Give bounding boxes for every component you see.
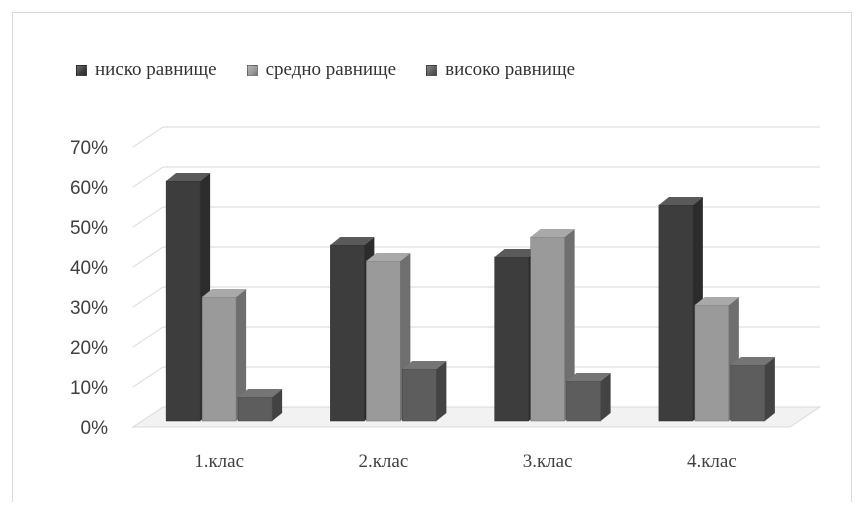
y-tick-label: 0% <box>81 418 109 439</box>
bar-top <box>530 229 575 237</box>
legend-label: ниско равнище <box>95 59 217 80</box>
y-tick-label: 70% <box>70 138 108 159</box>
legend-item: ниско равнище <box>76 59 217 81</box>
bar-top <box>494 249 539 257</box>
bars <box>165 173 775 422</box>
bar-front <box>366 260 401 422</box>
bar-top <box>566 373 611 381</box>
bar-front <box>201 296 237 422</box>
legend-swatch <box>76 64 87 76</box>
bar <box>730 357 775 422</box>
gridline-side <box>132 326 164 348</box>
bar <box>366 253 411 422</box>
bar-top <box>166 173 211 181</box>
bar <box>402 361 447 422</box>
bar-top <box>238 389 283 397</box>
y-tick-label: 20% <box>70 338 108 359</box>
bar-top <box>202 289 247 297</box>
bar-front <box>658 204 694 422</box>
x-tick-label: 3.клас <box>523 451 573 472</box>
x-tick-label: 4.клас <box>687 451 737 472</box>
bar-top <box>658 197 703 205</box>
legend-item: високо равнище <box>426 59 575 81</box>
chart-legend: ниско равнище средно равнище високо равнищ… <box>76 58 575 82</box>
bar-front <box>237 396 273 422</box>
x-tick-label: 2.клас <box>358 451 408 472</box>
y-tick-label: 50% <box>70 218 108 239</box>
bar-side <box>436 361 447 421</box>
bar-front <box>694 304 730 422</box>
bar-top <box>402 361 447 369</box>
bar-front <box>530 236 565 422</box>
gridline-side <box>132 126 164 148</box>
bar <box>237 389 283 422</box>
bar-top <box>330 237 375 245</box>
bar-front <box>494 256 529 422</box>
legend-label: високо равнище <box>445 59 576 80</box>
bar <box>566 373 611 422</box>
legend-swatch <box>246 64 258 76</box>
x-tick-label: 1.клас <box>194 451 244 472</box>
bar-front <box>330 244 365 422</box>
legend-swatch <box>426 64 438 76</box>
y-tick-label: 60% <box>70 178 108 199</box>
bar-top <box>694 297 739 305</box>
bar-side <box>764 357 775 421</box>
chart-floor <box>131 406 822 428</box>
bar-side <box>564 229 575 421</box>
bar <box>201 289 247 422</box>
y-tick-label: 40% <box>70 258 108 279</box>
y-tick-label: 30% <box>70 298 108 319</box>
bar-top <box>730 357 775 365</box>
gridline-side <box>132 286 164 308</box>
bar-side <box>236 289 247 421</box>
bar-front <box>165 180 201 422</box>
bar <box>530 229 575 422</box>
gridline-side <box>132 366 164 388</box>
bar <box>694 297 739 422</box>
y-tick-label: 10% <box>70 378 108 399</box>
legend-item: средно равнище <box>246 59 397 81</box>
bar-front <box>402 368 437 422</box>
bar-top <box>366 253 411 261</box>
bar-front <box>566 380 601 422</box>
gridline-side <box>132 206 164 228</box>
bar-side <box>272 389 283 421</box>
legend-label: средно равнище <box>265 59 397 80</box>
gridline-side <box>132 246 164 268</box>
gridline-side <box>132 166 164 188</box>
bar-front <box>730 364 766 422</box>
bar-side <box>600 373 611 421</box>
